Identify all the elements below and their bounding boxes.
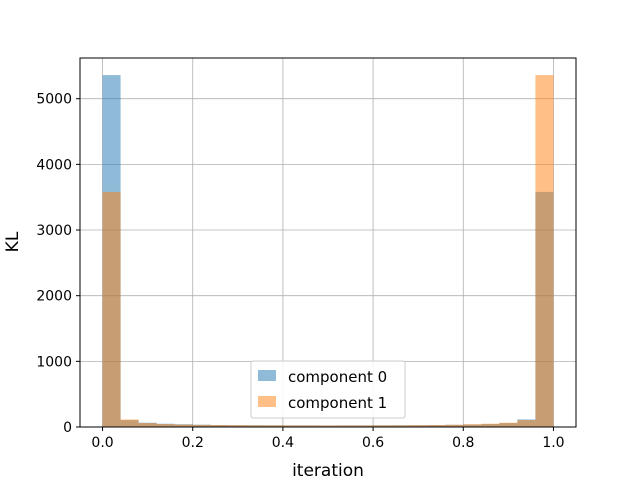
x-axis-label: iteration [292, 461, 364, 480]
ticks: 0.0 0.2 0.4 0.6 0.8 1.0 0 1000 2000 3000 4000 5000 [36, 92, 564, 451]
grid [80, 58, 576, 428]
y-tick-label: 3000 [36, 223, 72, 239]
bar-component-1 [391, 425, 410, 427]
bar-component-1 [499, 422, 518, 427]
y-tick-label: 1000 [36, 354, 72, 370]
legend: component 0 component 1 [250, 360, 406, 419]
bar-component-1 [318, 425, 338, 427]
plot-frame [79, 57, 577, 428]
bar-component-1 [264, 425, 283, 427]
bar-component-1 [427, 425, 446, 427]
bar-component-1 [373, 425, 392, 427]
bar-component-1 [282, 425, 301, 427]
x-tick-label: 0.4 [272, 435, 294, 451]
legend-swatch-component-1 [258, 396, 276, 407]
legend-label-component-0: component 0 [288, 368, 387, 386]
bar-component-1 [355, 425, 374, 427]
x-tick-label: 0.8 [452, 435, 474, 451]
x-tick-label: 0.6 [362, 435, 384, 451]
bar-component-1 [481, 423, 500, 427]
bar-component-1 [192, 424, 211, 427]
y-axis-label: KL [3, 231, 23, 252]
bar-component-1 [517, 420, 536, 427]
y-tick-label: 2000 [36, 289, 72, 305]
bar-component-1 [535, 75, 554, 428]
legend-swatch-component-0 [258, 370, 276, 381]
x-tick-label: 0.0 [91, 435, 113, 451]
legend-box [250, 360, 406, 419]
bars [102, 75, 554, 428]
bar-component-1 [138, 423, 157, 427]
bar-component-1 [174, 424, 193, 427]
bar-component-1 [210, 425, 229, 427]
x-tick-label: 0.2 [182, 435, 204, 451]
bar-component-1 [102, 191, 121, 427]
bar-component-1 [409, 425, 428, 427]
bar-component-1 [463, 424, 482, 427]
x-tick-label: 1.0 [542, 435, 564, 451]
legend-label-component-1: component 1 [288, 394, 387, 412]
bar-component-1 [120, 419, 139, 427]
bar-component-1 [228, 425, 247, 427]
y-tick-label: 5000 [36, 92, 72, 108]
y-tick-label: 4000 [36, 157, 72, 173]
bar-component-1 [156, 424, 175, 427]
y-tick-label: 0 [63, 420, 72, 436]
bar-component-1 [445, 424, 464, 427]
bar-component-1 [246, 425, 265, 427]
bar-component-1 [300, 425, 319, 427]
bar-component-1 [337, 425, 356, 427]
